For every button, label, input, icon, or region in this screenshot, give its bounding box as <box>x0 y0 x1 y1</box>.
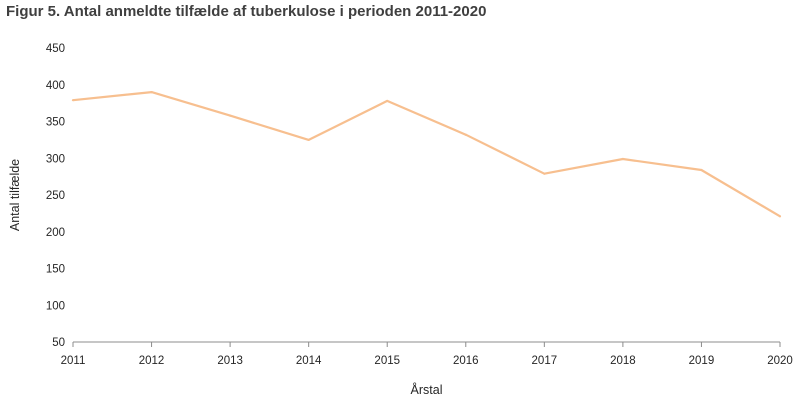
x-tick-label: 2018 <box>610 355 636 367</box>
y-tick-label: 200 <box>46 227 65 239</box>
y-tick-label: 150 <box>46 264 65 276</box>
series-line <box>72 90 781 218</box>
x-tick-label: 2015 <box>374 355 400 367</box>
x-tick-label: 2017 <box>532 355 558 367</box>
x-tick-label: 2013 <box>217 355 243 367</box>
x-axis-title: Årstal <box>411 382 443 397</box>
x-axis-ticks: 2011 2012 2013 2014 2015 2016 2017 2018 2019 2020 <box>61 342 793 367</box>
x-tick-label: 2019 <box>689 355 715 367</box>
y-tick-label: 250 <box>46 190 65 202</box>
y-axis-ticks: 50 100 150 200 250 300 350 400 450 <box>46 43 65 349</box>
data-point <box>464 133 467 136</box>
data-point <box>700 168 703 172</box>
y-tick-label: 100 <box>46 300 65 312</box>
y-tick-label: 400 <box>46 80 65 92</box>
data-point <box>386 99 389 103</box>
x-tick-label: 2011 <box>61 355 86 367</box>
x-tick-label: 2014 <box>296 355 322 367</box>
x-tick-label: 2020 <box>767 355 793 367</box>
data-point <box>71 99 75 102</box>
data-point <box>621 157 624 161</box>
x-tick-label: 2016 <box>453 355 479 367</box>
x-tick-label: 2012 <box>139 355 165 367</box>
data-points <box>71 91 782 218</box>
y-tick-label: 300 <box>46 153 65 165</box>
data-point <box>543 172 546 175</box>
data-point <box>307 138 310 141</box>
y-tick-label: 350 <box>46 117 65 129</box>
y-tick-label: 450 <box>46 43 65 55</box>
data-point <box>229 114 232 117</box>
y-axis-title: Antal tilfælde <box>8 159 22 231</box>
chart-title: Figur 5. Antal anmeldte tilfælde af tube… <box>6 3 487 20</box>
data-point <box>150 91 153 94</box>
data-point <box>778 215 782 218</box>
y-tick-label: 50 <box>52 337 65 349</box>
